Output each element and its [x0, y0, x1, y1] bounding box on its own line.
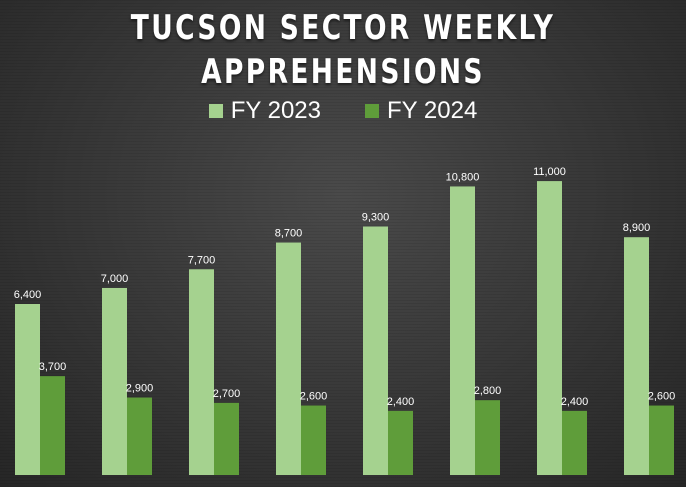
legend-label-fy2023: FY 2023 — [230, 97, 321, 124]
legend: FY 2023 FY 2024 — [0, 96, 686, 126]
bar-fy2024-8 — [649, 405, 674, 475]
bar-fy2024-4 — [301, 405, 326, 475]
data-label-fy2024-5: 2,400 — [387, 396, 415, 408]
legend-item-fy2023: FY 2023 — [208, 97, 321, 125]
data-label-fy2023-6: 10,800 — [446, 171, 480, 183]
data-label-fy2023-8: 8,900 — [623, 222, 651, 234]
legend-item-fy2024: FY 2024 — [365, 97, 477, 125]
bar-fy2024-3 — [214, 402, 239, 475]
bar-fy2023-6 — [450, 186, 475, 475]
data-label-fy2023-3: 7,700 — [188, 254, 216, 266]
data-label-fy2024-1: 3,700 — [39, 361, 67, 373]
data-label-fy2023-7: 11,000 — [533, 166, 566, 178]
data-label-fy2024-4: 2,600 — [300, 391, 328, 403]
bar-fy2024-6 — [475, 400, 500, 475]
data-label-fy2023-5: 9,300 — [362, 212, 390, 224]
data-label-fy2024-2: 2,900 — [126, 383, 154, 395]
bar-fy2024-2 — [127, 397, 152, 475]
bar-fy2023-4 — [276, 242, 301, 475]
data-label-fy2024-7: 2,400 — [561, 396, 589, 408]
data-label-fy2023-2: 7,000 — [101, 273, 129, 285]
data-label-fy2023-4: 8,700 — [275, 228, 303, 240]
chart-title-line-2: APPREHENSIONS — [201, 52, 485, 92]
legend-swatch-fy2024 — [365, 104, 379, 118]
bar-fy2023-2 — [102, 287, 127, 475]
bar-fy2023-7 — [537, 181, 562, 475]
chart-title-line-1: TUCSON SECTOR WEEKLY — [130, 8, 556, 48]
bar-fy2023-1 — [15, 304, 40, 475]
legend-swatch-fy2023 — [208, 104, 223, 118]
bar-fy2023-8 — [624, 237, 649, 475]
data-label-fy2024-3: 2,700 — [213, 388, 241, 400]
bar-fy2023-5 — [363, 226, 388, 475]
bar-fy2024-1 — [40, 376, 65, 475]
legend-label-fy2024: FY 2024 — [387, 97, 478, 124]
bar-fy2024-5 — [388, 410, 413, 475]
bar-fy2023-3 — [189, 269, 214, 475]
data-label-fy2024-8: 2,600 — [648, 391, 676, 403]
bar-fy2024-7 — [562, 410, 587, 475]
data-label-fy2023-1: 6,400 — [14, 289, 42, 301]
data-label-fy2024-6: 2,800 — [474, 385, 502, 397]
